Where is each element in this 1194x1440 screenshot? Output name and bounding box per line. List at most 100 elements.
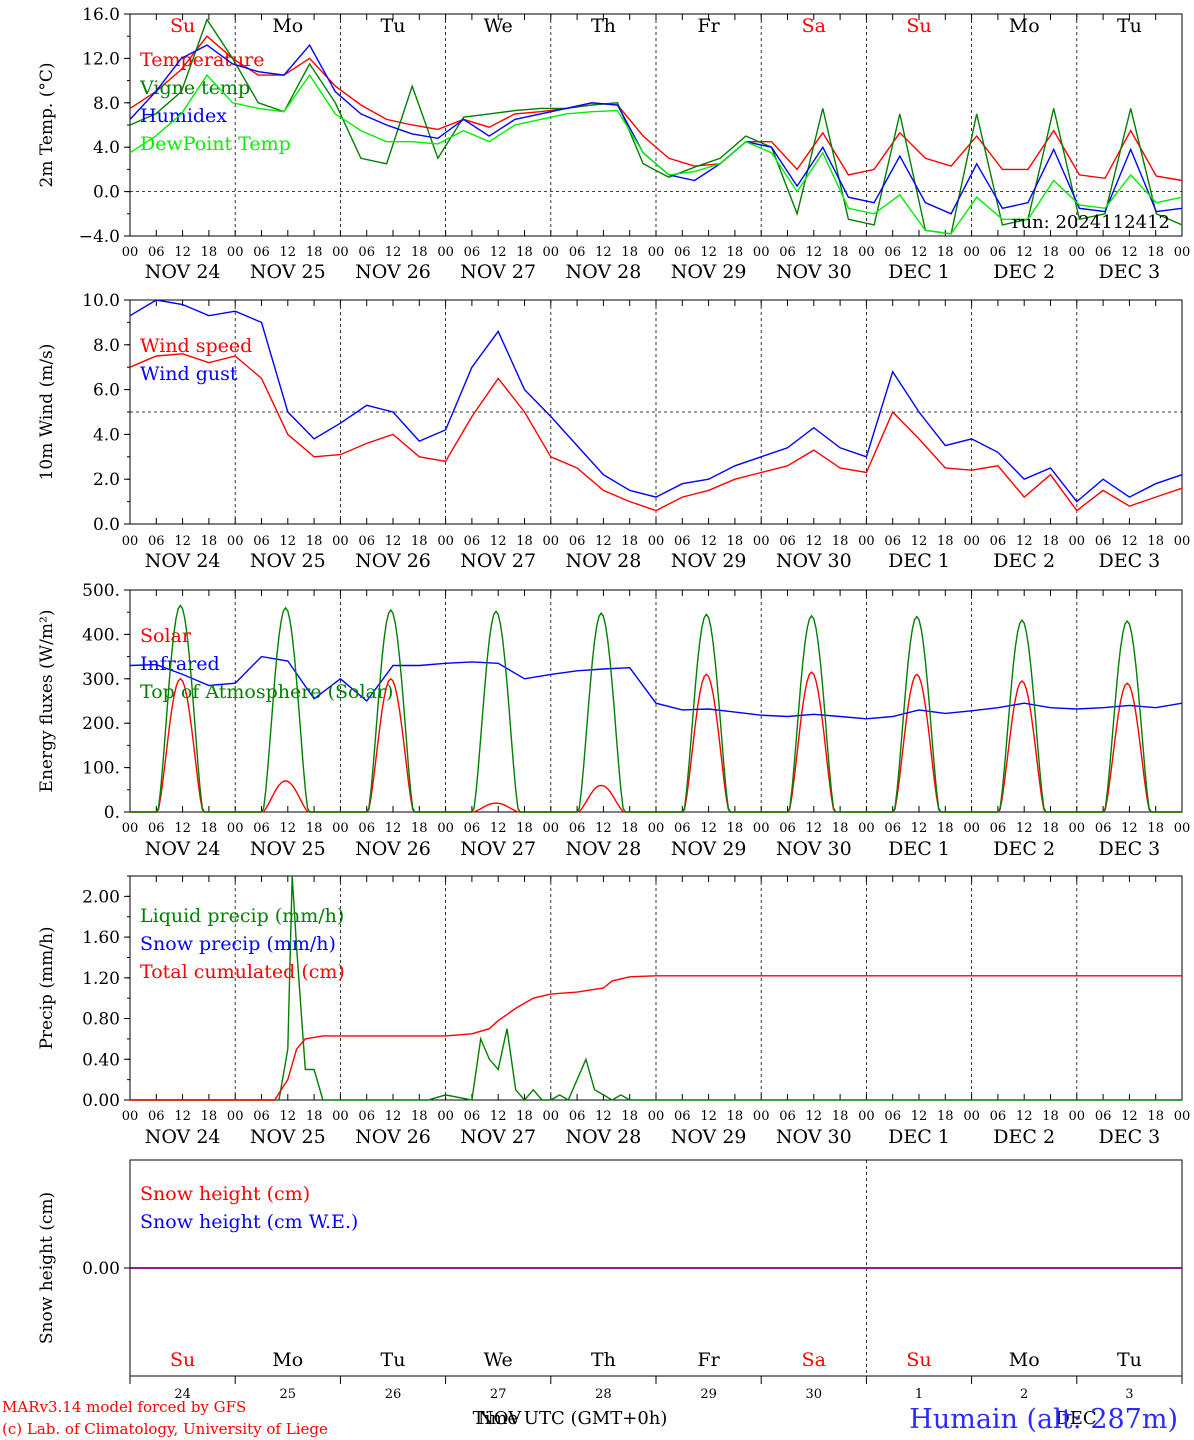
x-date-label: DEC 2 <box>993 1126 1055 1148</box>
x-hour-label: 06 <box>148 245 165 260</box>
x-date-label: DEC 1 <box>888 1126 950 1148</box>
x-hour-label: 06 <box>148 1109 165 1124</box>
x-date-label: NOV 30 <box>776 1126 852 1148</box>
y-tick-label: 0.0 <box>93 515 120 535</box>
x-axis-overlay-label-2: DEC <box>1055 1408 1096 1429</box>
x-hour-label: 18 <box>201 1109 218 1124</box>
x-hour-label: 06 <box>148 821 165 836</box>
x-hour-label: 12 <box>806 1109 823 1124</box>
x-hour-label: 06 <box>464 1109 481 1124</box>
x-hour-label: 12 <box>174 245 191 260</box>
weekday-label: Th <box>591 15 616 37</box>
legend-entry: Total cumulated (cm) <box>140 961 345 983</box>
x-hour-label: 12 <box>490 1109 507 1124</box>
x-hour-label: 12 <box>700 821 717 836</box>
x-hour-label: 12 <box>1121 821 1138 836</box>
legend-entry: Wind gust <box>140 363 238 385</box>
x-hour-label: 00 <box>753 821 770 836</box>
x-hour-label: 00 <box>332 1109 349 1124</box>
day-number-label: 30 <box>806 1387 823 1402</box>
day-number-label: 25 <box>280 1387 297 1402</box>
x-hour-label: 18 <box>516 245 533 260</box>
x-hour-label: 12 <box>280 534 297 549</box>
x-hour-label: 00 <box>122 1109 139 1124</box>
x-date-label: DEC 1 <box>888 838 950 860</box>
x-hour-label: 06 <box>779 245 796 260</box>
x-date-label: DEC 1 <box>888 550 950 572</box>
x-date-label: NOV 28 <box>565 838 641 860</box>
x-hour-label: 00 <box>1174 534 1191 549</box>
weekday-label: We <box>484 15 513 37</box>
y-tick-label: 100. <box>82 759 120 779</box>
site-label: Humain (alt: 287m) <box>909 1404 1178 1435</box>
x-hour-label: 18 <box>832 534 849 549</box>
series-line <box>129 655 1183 720</box>
x-hour-label: 12 <box>595 245 612 260</box>
x-hour-label: 12 <box>174 1109 191 1124</box>
x-hour-label: 00 <box>963 534 980 549</box>
y-tick-label: 2.0 <box>93 470 120 490</box>
x-hour-label: 00 <box>122 534 139 549</box>
x-hour-label: 18 <box>411 534 428 549</box>
x-hour-label: 06 <box>1095 245 1112 260</box>
x-hour-label: 06 <box>253 245 270 260</box>
x-date-label: NOV 26 <box>355 1126 431 1148</box>
x-hour-label: 12 <box>385 1109 402 1124</box>
x-hour-label: 18 <box>621 245 638 260</box>
x-hour-label: 00 <box>122 245 139 260</box>
x-hour-label: 00 <box>1174 245 1191 260</box>
x-hour-label: 18 <box>306 821 323 836</box>
x-hour-label: 18 <box>201 245 218 260</box>
x-hour-label: 06 <box>674 1109 691 1124</box>
x-hour-label: 00 <box>858 821 875 836</box>
x-hour-label: 18 <box>516 534 533 549</box>
x-hour-label: 12 <box>911 1109 928 1124</box>
legend-entry: Temperature <box>140 49 264 71</box>
x-hour-label: 00 <box>543 1109 560 1124</box>
x-date-label: DEC 3 <box>1099 1126 1161 1148</box>
x-hour-label: 00 <box>437 1109 454 1124</box>
x-hour-label: 00 <box>332 821 349 836</box>
y-axis-label: 10m Wind (m/s) <box>37 344 57 481</box>
x-date-label: NOV 30 <box>776 550 852 572</box>
x-hour-label: 06 <box>674 245 691 260</box>
x-hour-label: 00 <box>227 534 244 549</box>
y-tick-label: 4.0 <box>93 425 120 445</box>
x-date-label: NOV 24 <box>145 1126 221 1148</box>
series-line <box>129 353 1183 512</box>
x-hour-label: 06 <box>674 821 691 836</box>
x-date-label: NOV 24 <box>145 261 221 283</box>
y-tick-label: 4.0 <box>93 138 120 158</box>
x-hour-label: 00 <box>648 821 665 836</box>
x-hour-label: 12 <box>280 245 297 260</box>
y-tick-label: 0.40 <box>82 1050 120 1070</box>
day-number-label: 27 <box>490 1387 507 1402</box>
series-line <box>129 35 1183 182</box>
credit-line-1: MARv3.14 model forced by GFS <box>2 1398 246 1416</box>
weekday-label: Su <box>906 1349 931 1371</box>
x-hour-label: 12 <box>490 821 507 836</box>
x-hour-label: 18 <box>516 1109 533 1124</box>
x-hour-label: 00 <box>753 245 770 260</box>
weekday-label: Sa <box>802 15 826 37</box>
x-hour-label: 06 <box>1095 821 1112 836</box>
x-hour-label: 06 <box>358 1109 375 1124</box>
x-hour-label: 00 <box>858 534 875 549</box>
x-date-label: NOV 27 <box>460 550 536 572</box>
x-hour-label: 18 <box>411 1109 428 1124</box>
x-hour-label: 18 <box>1147 1109 1164 1124</box>
x-date-label: NOV 29 <box>671 838 747 860</box>
day-number-label: 3 <box>1125 1387 1133 1402</box>
x-hour-label: 06 <box>990 1109 1007 1124</box>
x-axis-overlay-label: NOV <box>478 1408 522 1429</box>
x-hour-label: 18 <box>832 245 849 260</box>
x-hour-label: 12 <box>700 1109 717 1124</box>
series-line <box>129 18 1183 235</box>
x-hour-label: 18 <box>727 534 744 549</box>
x-hour-label: 12 <box>911 534 928 549</box>
x-hour-label: 18 <box>306 1109 323 1124</box>
weekday-label: Mo <box>272 1349 303 1371</box>
legend-entry: Humidex <box>140 105 227 127</box>
day-number-label: 1 <box>915 1387 923 1402</box>
